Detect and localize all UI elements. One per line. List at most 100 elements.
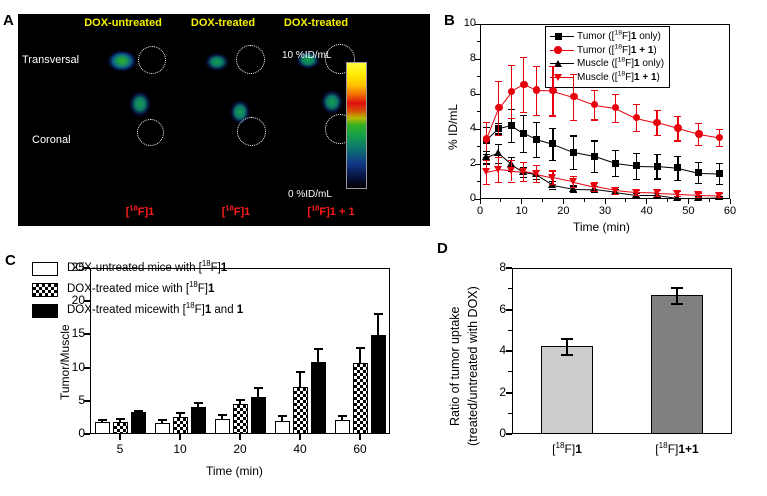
panel-b-error-cap bbox=[695, 123, 703, 125]
table-row bbox=[190, 407, 206, 434]
panel-b-error-cap bbox=[549, 183, 557, 185]
table-row bbox=[310, 361, 326, 434]
panel-b-error-cap bbox=[653, 134, 661, 136]
panel-b-data-point bbox=[632, 113, 640, 122]
panel-b-error-cap bbox=[611, 150, 619, 152]
panel-b-error-cap bbox=[653, 110, 661, 112]
panel-b-error-cap bbox=[611, 193, 619, 195]
panel-b-error-cap bbox=[520, 161, 528, 163]
panel-b-data-point bbox=[482, 135, 490, 143]
panel-b-data-point bbox=[631, 188, 640, 196]
panel-a-bottom-label-2: [18F]1 bbox=[221, 203, 251, 218]
panel-b-error-cap bbox=[495, 80, 503, 82]
panel-b-error-cap bbox=[591, 171, 599, 174]
panel-c-error-cap bbox=[373, 312, 383, 315]
panel-b-error-cap bbox=[674, 155, 682, 157]
panel-b-data-point bbox=[481, 153, 490, 161]
panel-d-y-minor-tick bbox=[508, 412, 512, 414]
panel-b-x-tick-label: 0 bbox=[476, 205, 484, 217]
panel-c-x-tick-label: 20 bbox=[233, 442, 247, 456]
panel-b-error-cap bbox=[591, 119, 599, 121]
panel-b-y-tick bbox=[475, 23, 480, 25]
pet-coronal-image-2 bbox=[198, 90, 278, 220]
panel-c-error-cap bbox=[235, 399, 245, 402]
panel-b-x-tick bbox=[521, 199, 523, 204]
panel-b-error-cap bbox=[674, 180, 682, 182]
panel-b-y-minor-tick bbox=[477, 76, 480, 77]
panel-b-error-cap bbox=[611, 121, 619, 123]
panel-c-y-tick bbox=[84, 399, 90, 402]
panel-b-x-minor-tick bbox=[500, 199, 502, 202]
panel-b-x-tick-label: 10 bbox=[515, 205, 528, 217]
panel-c-error-bar bbox=[341, 414, 343, 421]
legend-item-treated-plus: DOX-treated micewith [18F]1 and 1 bbox=[32, 300, 243, 321]
panel-b-error-cap bbox=[570, 119, 578, 121]
panel-c-error-bar bbox=[317, 347, 319, 362]
table-row bbox=[541, 345, 593, 434]
triangle-down-marker-icon bbox=[553, 73, 562, 81]
panel-b-y-tick-label: 6 bbox=[469, 87, 476, 99]
pet-colorbar bbox=[346, 62, 367, 189]
roi-circle-transversal-2 bbox=[236, 45, 265, 74]
panel-b-error-cap bbox=[495, 181, 503, 184]
table-row bbox=[232, 403, 248, 434]
panel-b-data-point bbox=[569, 178, 578, 185]
panel-c-y-tick-label: 15 bbox=[71, 326, 85, 341]
legend-item-treated: DOX-treated mice with [18F]1 bbox=[32, 279, 243, 300]
panel-c-error-cap bbox=[337, 414, 347, 417]
panel-b-data-point bbox=[520, 80, 528, 89]
panel-c-x-tick bbox=[119, 434, 121, 440]
panel-b-x-tick-label: 40 bbox=[640, 205, 653, 217]
panel-c-error-cap bbox=[133, 410, 143, 413]
panel-b-data-point bbox=[548, 173, 557, 181]
square-marker-icon bbox=[554, 33, 562, 41]
panel-b-data-point bbox=[695, 169, 703, 177]
panel-b-error-cap bbox=[695, 183, 703, 185]
panel-b-error-cap bbox=[653, 178, 661, 180]
panel-a-column-header-3: DOX-treated bbox=[283, 17, 349, 29]
panel-b-x-tick-label: 30 bbox=[598, 205, 612, 217]
panel-b-error-cap bbox=[507, 159, 515, 161]
panel-d-y-tick bbox=[506, 433, 512, 435]
panel-b-data-point bbox=[481, 168, 490, 176]
panel-b-data-point bbox=[532, 86, 540, 94]
panel-d-y-tick-label: 2 bbox=[499, 384, 506, 399]
panel-b-x-minor-tick bbox=[708, 199, 710, 202]
panel-d-error-cap bbox=[561, 353, 573, 356]
legend-swatch-black bbox=[32, 303, 58, 318]
table-row bbox=[154, 422, 170, 434]
panel-c-error-bar bbox=[359, 347, 361, 364]
panel-b-error-cap bbox=[549, 128, 557, 130]
panel-b-error-cap bbox=[695, 144, 703, 146]
panel-c-y-tick-label: 0 bbox=[78, 426, 85, 440]
panel-b-data-point bbox=[519, 167, 528, 175]
legend-item-muscle-f18-only: Muscle ([18F]1 only) bbox=[550, 57, 664, 71]
panel-a-row-label-coronal: Coronal bbox=[32, 134, 71, 146]
panel-b-error-cap bbox=[520, 151, 528, 153]
panel-b-y-tick-label: 10 bbox=[463, 17, 476, 29]
panel-a-column-header-1: DOX-untreated bbox=[84, 17, 162, 29]
panel-b-y-minor-tick bbox=[477, 146, 480, 147]
panel-b-data-point bbox=[570, 92, 578, 101]
roi-circle-coronal-2 bbox=[237, 117, 266, 146]
panel-b-y-tick bbox=[475, 93, 480, 95]
panel-d-error-bar bbox=[676, 287, 678, 303]
panel-c-error-cap bbox=[157, 419, 167, 422]
panel-b-y-tick-label: 0 bbox=[469, 192, 476, 204]
panel-c-error-bar bbox=[179, 412, 181, 418]
panel-b-x-minor-tick bbox=[667, 199, 668, 202]
panel-b-y-minor-tick bbox=[477, 41, 480, 42]
panel-b-error-cap bbox=[482, 121, 490, 123]
panel-c-error-bar bbox=[239, 399, 241, 404]
panel-c-error-cap bbox=[115, 418, 125, 421]
panel-b-error-cap bbox=[611, 176, 619, 178]
table-row bbox=[130, 412, 146, 434]
panel-b-label: B bbox=[444, 12, 455, 29]
panel-b-x-tick-label: 50 bbox=[682, 205, 695, 217]
panel-b-error-cap bbox=[507, 65, 515, 67]
panel-c-error-bar bbox=[221, 414, 223, 420]
panel-a-bottom-label-3: [18F]1 + 1 bbox=[307, 203, 355, 218]
panel-c-error-cap bbox=[253, 386, 263, 389]
panel-d-y-axis-title-line1: Ratio of tumor uptake bbox=[448, 306, 462, 426]
panel-c-y-tick-label: 25 bbox=[71, 260, 85, 274]
